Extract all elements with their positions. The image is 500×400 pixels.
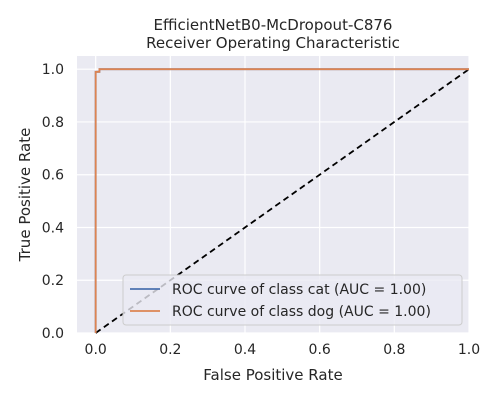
chart-title-line-2: Receiver Operating Characteristic xyxy=(146,34,400,52)
legend: ROC curve of class cat (AUC = 1.00) ROC … xyxy=(123,275,462,325)
x-tick-label: 1.0 xyxy=(458,342,480,358)
y-tick-label: 0.0 xyxy=(42,326,64,342)
x-tick-label: 0.2 xyxy=(159,342,181,358)
y-tick-label: 0.4 xyxy=(42,220,64,236)
chart-title-line-1: EfficientNetB0-McDropout-C876 xyxy=(154,16,393,34)
y-tick-label: 0.6 xyxy=(42,168,64,184)
y-tick-label: 0.8 xyxy=(42,115,64,131)
x-tick-label: 0.8 xyxy=(383,342,405,358)
legend-entry-dog: ROC curve of class dog (AUC = 1.00) xyxy=(172,304,431,320)
legend-entry-cat: ROC curve of class cat (AUC = 1.00) xyxy=(172,282,426,298)
x-axis-label: False Positive Rate xyxy=(203,366,342,384)
x-tick-label: 0.0 xyxy=(85,342,107,358)
y-tick-label: 1.0 xyxy=(42,62,64,78)
y-axis-label: True Positive Rate xyxy=(16,128,34,263)
x-tick-label: 0.4 xyxy=(234,342,256,358)
x-tick-label: 0.6 xyxy=(309,342,331,358)
y-tick-label: 0.2 xyxy=(42,273,64,289)
